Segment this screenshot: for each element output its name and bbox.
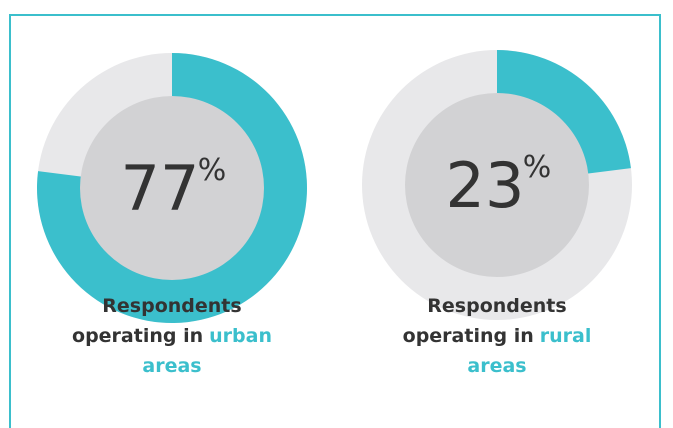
- label-highlight: urban: [209, 325, 272, 347]
- center-unit: %: [523, 150, 552, 185]
- label-highlight: areas: [467, 355, 526, 377]
- frame: [9, 14, 661, 428]
- donut-center: [80, 96, 264, 280]
- label-line: operating in rural: [403, 325, 592, 347]
- label-highlight: areas: [142, 355, 201, 377]
- label-text: operating in: [72, 325, 203, 347]
- label-line: Respondents: [102, 295, 241, 317]
- center-value: 77: [121, 152, 200, 225]
- label-text: operating in: [403, 325, 534, 347]
- center-value: 23: [446, 149, 525, 222]
- label-line: operating in urban: [72, 325, 272, 347]
- label-line: Respondents: [427, 295, 566, 317]
- donut-center: [405, 93, 589, 277]
- label-highlight: rural: [540, 325, 592, 347]
- center-unit: %: [198, 153, 227, 188]
